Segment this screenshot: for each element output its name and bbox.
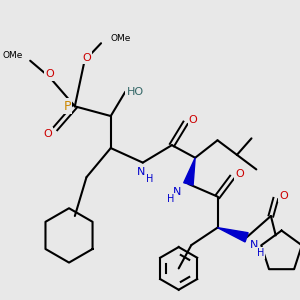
Text: O: O [43,128,52,139]
Text: O: O [279,190,288,201]
Text: N: N [172,187,181,197]
Text: P: P [63,100,71,113]
Text: H: H [146,174,153,184]
Text: H: H [167,194,175,205]
Text: H: H [256,248,264,258]
Text: N: N [250,240,259,250]
Polygon shape [184,158,195,185]
Text: HO: HO [126,87,144,97]
Text: O: O [82,53,91,63]
Text: O: O [189,115,198,125]
Text: N: N [136,167,145,177]
Text: O: O [236,169,244,179]
Polygon shape [218,228,248,242]
Text: OMe: OMe [2,51,22,60]
Text: O: O [45,69,54,79]
Text: OMe: OMe [111,34,131,43]
